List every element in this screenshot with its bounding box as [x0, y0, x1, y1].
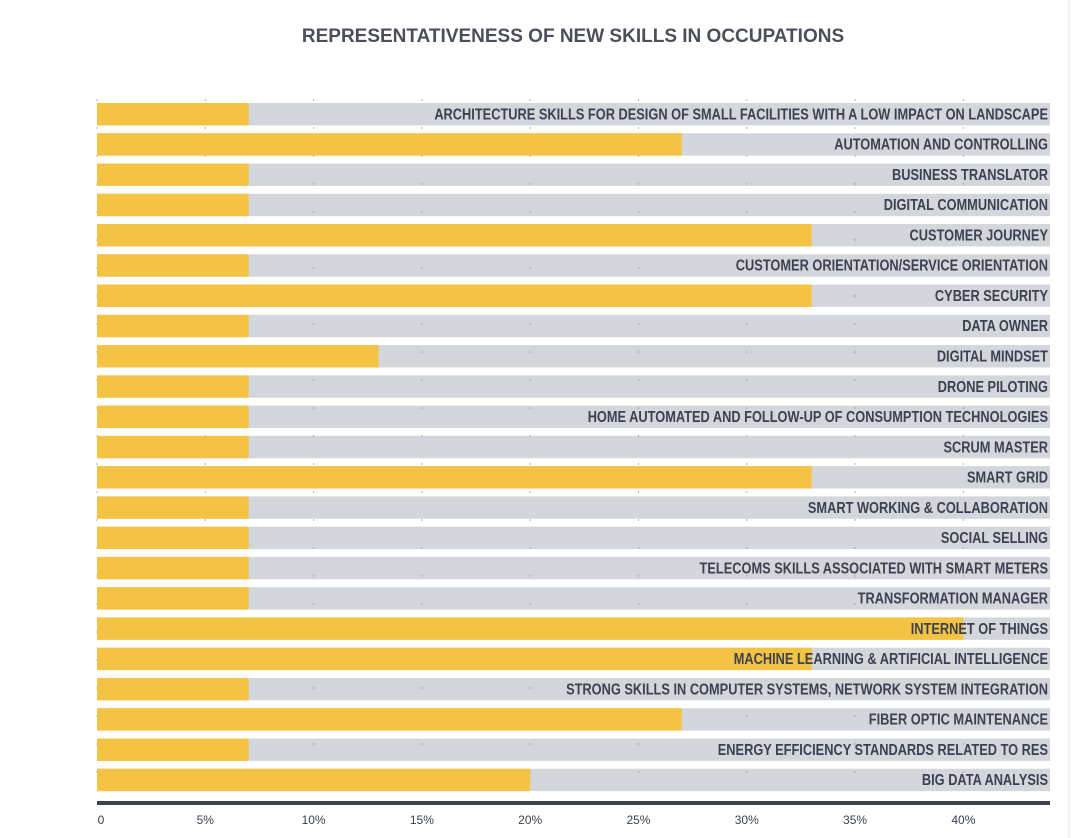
- bar: [97, 254, 249, 277]
- bar: [97, 103, 249, 126]
- bar-track: [97, 738, 1050, 761]
- bar-track: [97, 405, 1050, 429]
- category-label: BUSINESS TRANSLATOR: [892, 167, 1048, 184]
- bar: [97, 647, 812, 671]
- category-label: DIGITAL MINDSET: [937, 349, 1048, 366]
- bar-track: [97, 193, 1050, 217]
- category-label: CUSTOMER ORIENTATION/SERVICE ORIENTATION: [736, 258, 1048, 275]
- bar-track: [97, 103, 1050, 126]
- bar: [97, 526, 249, 550]
- bar: [97, 163, 249, 186]
- x-tick-label: 10%: [302, 813, 326, 827]
- x-tick-label: 30%: [735, 813, 759, 827]
- bar: [97, 133, 682, 156]
- bar: [97, 556, 249, 580]
- x-tick-label: 25%: [626, 813, 650, 827]
- chart-title: REPRESENTATIVENESS OF NEW SKILLS IN OCCU…: [302, 26, 844, 47]
- bar: [97, 708, 682, 731]
- x-tick-label: 0: [98, 813, 105, 827]
- bar: [97, 677, 249, 701]
- category-label: DRONE PILOTING: [938, 379, 1048, 396]
- category-label: ENERGY EFFICIENCY STANDARDS RELATED TO R…: [718, 742, 1048, 759]
- bar-track: [97, 314, 1050, 338]
- category-label: TELECOMS SKILLS ASSOCIATED WITH SMART ME…: [700, 560, 1049, 577]
- bar-track: [97, 587, 1050, 610]
- category-label: SMART GRID: [967, 470, 1048, 487]
- category-label: BIG DATA ANALYSIS: [922, 772, 1048, 789]
- x-tick-label: 40%: [951, 813, 975, 827]
- bar: [97, 587, 249, 610]
- bar-track: [97, 435, 1050, 459]
- category-label: INTERNET OF THINGS: [911, 621, 1049, 638]
- category-label: ARCHITECTURE SKILLS FOR DESIGN OF SMALL …: [434, 106, 1048, 123]
- category-label: CYBER SECURITY: [935, 288, 1048, 305]
- bar: [97, 284, 812, 307]
- bar: [97, 738, 249, 761]
- category-label: DATA OWNER: [962, 318, 1048, 335]
- bar: [97, 405, 249, 429]
- category-label: DIGITAL COMMUNICATION: [884, 197, 1048, 214]
- category-label: TRANSFORMATION MANAGER: [858, 591, 1049, 608]
- x-tick-label: 35%: [843, 813, 867, 827]
- category-label: HOME AUTOMATED AND FOLLOW-UP OF CONSUMPT…: [588, 409, 1049, 426]
- x-tick-label: 5%: [197, 813, 215, 827]
- category-label: SCRUM MASTER: [943, 439, 1048, 456]
- bar: [97, 617, 964, 640]
- bar: [97, 345, 379, 368]
- bar-track: [97, 496, 1050, 519]
- bar: [97, 496, 249, 519]
- bar: [97, 224, 812, 247]
- x-tick-label: 20%: [518, 813, 542, 827]
- category-label: SOCIAL SELLING: [941, 530, 1048, 547]
- bar: [97, 768, 531, 792]
- category-label: AUTOMATION AND CONTROLLING: [834, 137, 1048, 154]
- x-axis-line: [97, 801, 1050, 805]
- category-label: STRONG SKILLS IN COMPUTER SYSTEMS, NETWO…: [566, 681, 1048, 698]
- bar-track: [97, 375, 1050, 398]
- bar: [97, 375, 249, 398]
- bar-track: [97, 254, 1050, 277]
- bar: [97, 314, 249, 338]
- category-label: MACHINE LEARNING & ARTIFICIAL INTELLIGEN…: [734, 651, 1049, 668]
- bar-track: [97, 556, 1050, 580]
- bar-track: [97, 526, 1050, 550]
- category-label: CUSTOMER JOURNEY: [910, 227, 1049, 244]
- bar-track: [97, 163, 1050, 186]
- bar: [97, 466, 812, 489]
- bar: [97, 193, 249, 217]
- category-label: FIBER OPTIC MAINTENANCE: [869, 712, 1048, 729]
- bar: [97, 435, 249, 459]
- x-tick-label: 15%: [410, 813, 434, 827]
- category-label: SMART WORKING & COLLABORATION: [808, 500, 1048, 517]
- bar-track: [97, 677, 1050, 701]
